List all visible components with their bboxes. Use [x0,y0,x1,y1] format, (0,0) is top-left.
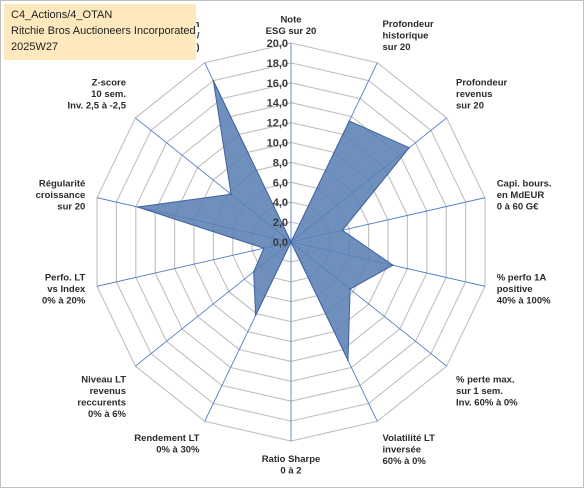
series-point [347,359,349,362]
tick-label: 12,0 [267,118,288,130]
series-point [349,288,351,290]
tick-label: 18,0 [267,58,288,70]
series-point [290,241,292,243]
series-point [212,79,215,82]
series-point [408,146,411,149]
series-point [341,229,344,232]
tick-label: 10,0 [267,138,288,150]
title-line-1: C4_Actions/4_OTAN [11,9,113,21]
series-point [348,120,351,122]
axis-spoke [96,241,292,287]
tick-label: 20,0 [267,38,288,50]
tick-label: 4,0 [273,197,288,209]
title-line-2: Ritchie Bros Auctioneers Incorporated [11,25,196,37]
axis-label: Profondeur revenus sur 20 [456,77,507,111]
axis-label: Ratio Sharpe 0 à 2 [262,454,321,477]
series-point [254,314,257,317]
axis-label: Régularité croissance sur 20 [36,179,86,213]
title-box: C4_Actions/4_OTAN Ritchie Bros Auctionee… [4,4,196,60]
tick-label: 16,0 [267,78,288,90]
tick-label: 14,0 [267,98,288,110]
axis-label: % perte max. sur 1 sem. Inv. 60% à 0% [456,375,518,409]
series-point [230,193,232,195]
axis-label: Rendement LT 0% à 30% [134,433,200,456]
title-line-3: 2025W27 [11,41,59,53]
series-point [263,247,265,249]
axis-label: Profondeur historique sur 20 [383,19,434,53]
radar-series [136,79,411,362]
tick-label: 0,0 [273,237,288,249]
series-point [136,206,139,208]
tick-label: 2,0 [273,217,288,229]
radial-tick-labels: 0,0 2,0 4,0 6,0 8,0 10,0 12,0 14,0 16,0 18,0 20,0 [267,38,288,249]
axis-label: Volatilité LT inversée 60% à 0% [383,433,436,467]
tick-label: 6,0 [273,177,288,189]
axis-label: Perfo. LT vs Index 0% à 20% [42,273,86,307]
tick-label: 8,0 [273,157,288,169]
series-point [252,271,255,273]
axis-labels: Note ESG sur 20 Profondeur historique sur 20… [36,15,552,477]
axis-label: Z-score 10 sem. Inv. 2,5 à -2,5 [68,77,127,111]
axis-label: % perfo 1A positive 40% à 100% [497,273,551,307]
axis-label: Niveau LT revenus reccurents 0% à 6% [77,375,126,421]
axis-label: Note ESG sur 20 [266,15,317,38]
series-point [392,264,394,267]
axis-label: Capi. bours. en MdEUR 0 à 60 G€ [497,179,552,213]
